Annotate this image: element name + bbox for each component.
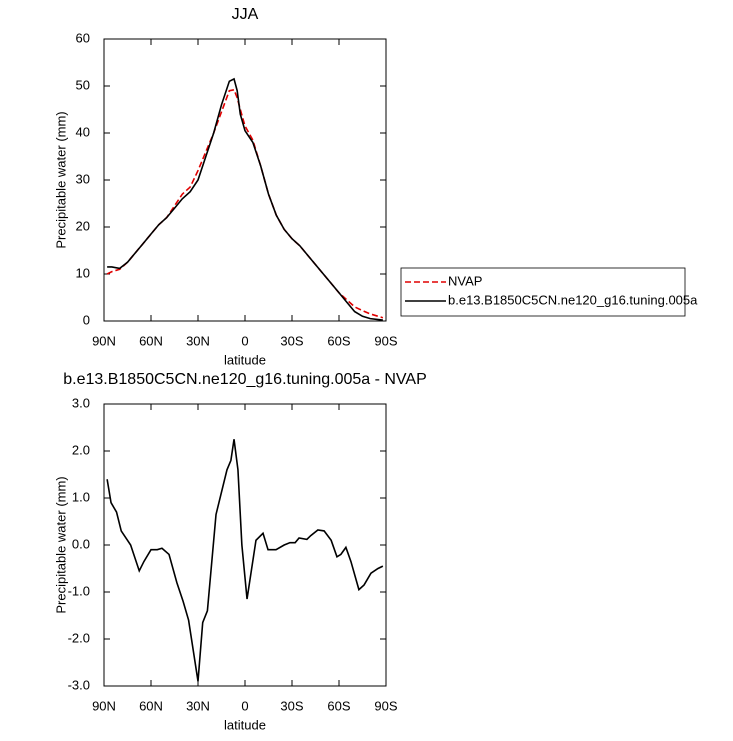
chart-title: b.e13.B1850C5CN.ne120_g16.tuning.005a - … <box>63 371 427 388</box>
y-axis-label: Precipitable water (mm) <box>53 476 68 613</box>
data-line <box>106 88 384 319</box>
x-tick-label: 90S <box>374 698 397 713</box>
x-axis-label: latitude <box>224 717 266 732</box>
y-tick-label: 30 <box>76 171 90 186</box>
x-tick-label: 60S <box>327 698 350 713</box>
y-tick-label: 1.0 <box>72 489 90 504</box>
x-tick-label: 90N <box>92 333 116 348</box>
plot-frame <box>103 403 387 687</box>
plot-frame <box>103 38 387 322</box>
legend-label: NVAP <box>448 273 482 288</box>
legend-label: b.e13.B1850C5CN.ne120_g16.tuning.005a <box>448 292 698 307</box>
x-tick-label: 60S <box>327 333 350 348</box>
x-tick-label: 60N <box>139 333 163 348</box>
y-tick-label: 0 <box>83 312 90 327</box>
data-line <box>106 439 384 682</box>
y-tick-label: 40 <box>76 124 90 139</box>
x-axis-label: latitude <box>224 352 266 367</box>
y-tick-label: 50 <box>76 77 90 92</box>
y-tick-label: 60 <box>76 30 90 45</box>
chart-title: JJA <box>232 6 259 23</box>
x-tick-label: 60N <box>139 698 163 713</box>
x-tick-label: 30N <box>186 333 210 348</box>
legend-box <box>400 267 686 317</box>
y-tick-label: -2.0 <box>68 630 90 645</box>
y-axis-label: Precipitable water (mm) <box>53 111 68 248</box>
y-tick-label: 10 <box>76 265 90 280</box>
x-tick-label: 90S <box>374 333 397 348</box>
legend: NVAP b.e13.B1850C5CN.ne120_g16.tuning.005… <box>400 267 698 317</box>
y-tick-label: -3.0 <box>68 677 90 692</box>
data-line <box>107 77 383 321</box>
y-tick-label: 3.0 <box>72 395 90 410</box>
y-tick-label: 2.0 <box>72 442 90 457</box>
y-tick-label: 20 <box>76 218 90 233</box>
x-tick-label: 0 <box>241 333 248 348</box>
x-tick-label: 30S <box>280 698 303 713</box>
x-tick-label: 30N <box>186 698 210 713</box>
y-tick-label: 0.0 <box>72 536 90 551</box>
x-tick-label: 90N <box>92 698 116 713</box>
x-tick-label: 0 <box>241 698 248 713</box>
y-tick-label: -1.0 <box>68 583 90 598</box>
x-tick-label: 30S <box>280 333 303 348</box>
